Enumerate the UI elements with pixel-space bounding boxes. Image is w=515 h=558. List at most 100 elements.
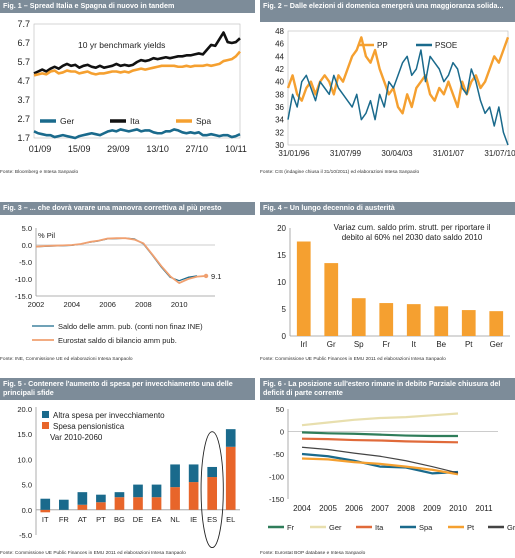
y-tick-label: 3.7	[17, 95, 30, 105]
y-tick-label: 46	[275, 40, 284, 49]
y-tick-label: 5.0	[22, 481, 32, 490]
series-line-fr	[301, 431, 458, 438]
x-tick-label: ES	[207, 515, 217, 524]
bar-pensions-ie	[188, 482, 199, 510]
series-line-spa	[301, 452, 459, 475]
plot-frame	[33, 23, 241, 139]
legend-label: Spesa pensionistica	[53, 422, 125, 431]
series-line-ger	[33, 128, 241, 140]
fig5-chart: 20.0 15.0 10.0 5.0 0.0 -5.0 IT FR AT PT BG DE EA NL IE…	[17, 405, 240, 549]
x-tick-label: EL	[226, 515, 235, 524]
fig5-source: Fonte: Commissione UE Public Finances in…	[0, 551, 186, 556]
fig4-source: Fonte: Commissione UE Public Finances in…	[260, 357, 446, 362]
bar-ger	[489, 311, 504, 336]
bar-it	[406, 304, 421, 336]
y-tick-label: 7.7	[17, 19, 30, 29]
x-tick-label: Sp	[354, 340, 364, 349]
y-tick-label: 10	[277, 278, 286, 287]
fig1-source: Fonte: Bloomberg e Intesa Sanpaolo	[0, 170, 79, 175]
legend-label: Ger	[60, 116, 74, 126]
series-line-ita	[301, 437, 459, 444]
series-line-pt	[301, 457, 459, 476]
bar-other-at	[77, 492, 88, 505]
x-tick-label: 2011	[475, 504, 493, 513]
y-tick-label: 1.7	[17, 133, 30, 143]
bar-other-ie	[188, 464, 199, 483]
y-tick-label: 50	[276, 405, 284, 414]
y-tick-label: 40	[275, 78, 284, 87]
series-line-gr	[301, 446, 459, 474]
bar-other-nl	[170, 464, 180, 488]
chart-title-line2: debito al 60% nel 2030 dato saldo 2010	[342, 233, 483, 242]
x-tick-label: BG	[114, 515, 125, 524]
x-tick-label: IE	[190, 515, 197, 524]
bar-pensions-es	[207, 477, 218, 510]
y-tick-label: 0	[282, 332, 287, 341]
fig4-panel: Fig. 4 – Un lungo decennio di austerità …	[260, 202, 515, 372]
bar-fr	[379, 303, 394, 336]
x-tick-label: 2004	[293, 504, 311, 513]
y-tick-label: 32	[275, 128, 284, 137]
legend-label: Spa	[196, 116, 211, 126]
fig4-chart: 0 5 10 15 20 Irl Gr Sp Fr It Be Pt Ger Variaz cum. sa…	[277, 223, 510, 349]
x-tick-label: 10/11	[225, 144, 247, 154]
bar-other-it	[40, 498, 51, 510]
x-tick-label: 2007	[371, 504, 389, 513]
legend-swatch	[42, 411, 49, 418]
x-tick-label: Be	[436, 340, 446, 349]
x-tick-label: Fr	[382, 340, 390, 349]
fig6-title: Fig. 6 - La posizione sull'estero rimane…	[260, 378, 515, 400]
x-tick-label: 29/09	[107, 144, 130, 154]
x-tick-label: 2008	[397, 504, 415, 513]
y-tick-label: 5.7	[17, 57, 30, 67]
y-tick-label: 0.0	[22, 241, 32, 250]
legend-label: PSOE	[435, 41, 457, 50]
bar-pensions-nl	[170, 487, 180, 510]
series-line-eurostat-saldo	[35, 237, 207, 284]
x-tick-label: 2010	[171, 300, 188, 309]
bar-other-el	[225, 429, 236, 447]
y-tick-label: 34	[275, 116, 284, 125]
fig6-chart: 50 0 -50 -100 -150 2004 2005 2006 2007 2008 2009 20…	[268, 405, 515, 532]
legend-label: Ita	[375, 523, 384, 532]
y-tick-label: -10.0	[15, 275, 32, 284]
x-tick-label: 27/10	[186, 144, 209, 154]
fig3-source: Fonte: INE, Commissione UE ed elaborazio…	[0, 357, 133, 362]
y-tick-label: 5	[282, 305, 287, 314]
bar-pensions-at	[77, 504, 88, 510]
x-tick-label: PT	[96, 515, 106, 524]
x-tick-label: 31/07/10	[484, 149, 515, 158]
y-tick-label: 6.7	[17, 38, 30, 48]
y-tick-label: 30	[275, 141, 284, 150]
y-tick-label: 2.7	[17, 114, 30, 124]
y-tick-label: 20.0	[17, 405, 32, 414]
x-tick-label: Pt	[465, 340, 473, 349]
y-tick-label: 42	[275, 65, 284, 74]
x-tick-label: 01/09	[29, 144, 52, 154]
x-tick-label: 2008	[135, 300, 152, 309]
legend-label: Fr	[287, 523, 295, 532]
x-tick-label: EA	[152, 515, 162, 524]
y-tick-label: 0.0	[22, 506, 32, 515]
y-tick-label: 44	[275, 52, 284, 61]
legend-label: Eurostat saldo di bilancio amm pub.	[58, 336, 177, 345]
x-tick-label: It	[412, 340, 417, 349]
y-tick-label: 48	[275, 27, 284, 36]
fig1-chart: 1.7 2.7 3.7 4.7 5.7 6.7 7.7 01/09 15/09 29/09 13/1…	[17, 19, 247, 154]
x-tick-label: 2002	[28, 300, 45, 309]
y-tick-label: -150	[269, 495, 284, 504]
bar-pt	[461, 310, 476, 336]
fig2-title: Fig. 2 – Dalle elezioni di domenica emer…	[260, 0, 515, 22]
bar-other-bg	[114, 492, 125, 498]
fig2-panel: Fig. 2 – Dalle elezioni di domenica emer…	[260, 0, 515, 180]
legend-label: Ita	[130, 116, 140, 126]
fig5-title: Fig. 5 - Contenere l'aumento di spesa pe…	[0, 378, 255, 400]
series-line-ger	[301, 412, 459, 427]
bar-other-pt	[96, 494, 106, 503]
x-tick-label: IT	[42, 515, 49, 524]
fig2-chart: 30 32 34 36 38 40 42 44 46 48 31/01/96 31/07/99 30/0…	[275, 27, 515, 158]
last-value-label: 9.1	[211, 272, 221, 281]
y-tick-label: 0	[280, 428, 284, 437]
chart-title-line1: Variaz cum. saldo prim. strutt. per ripo…	[334, 223, 491, 232]
